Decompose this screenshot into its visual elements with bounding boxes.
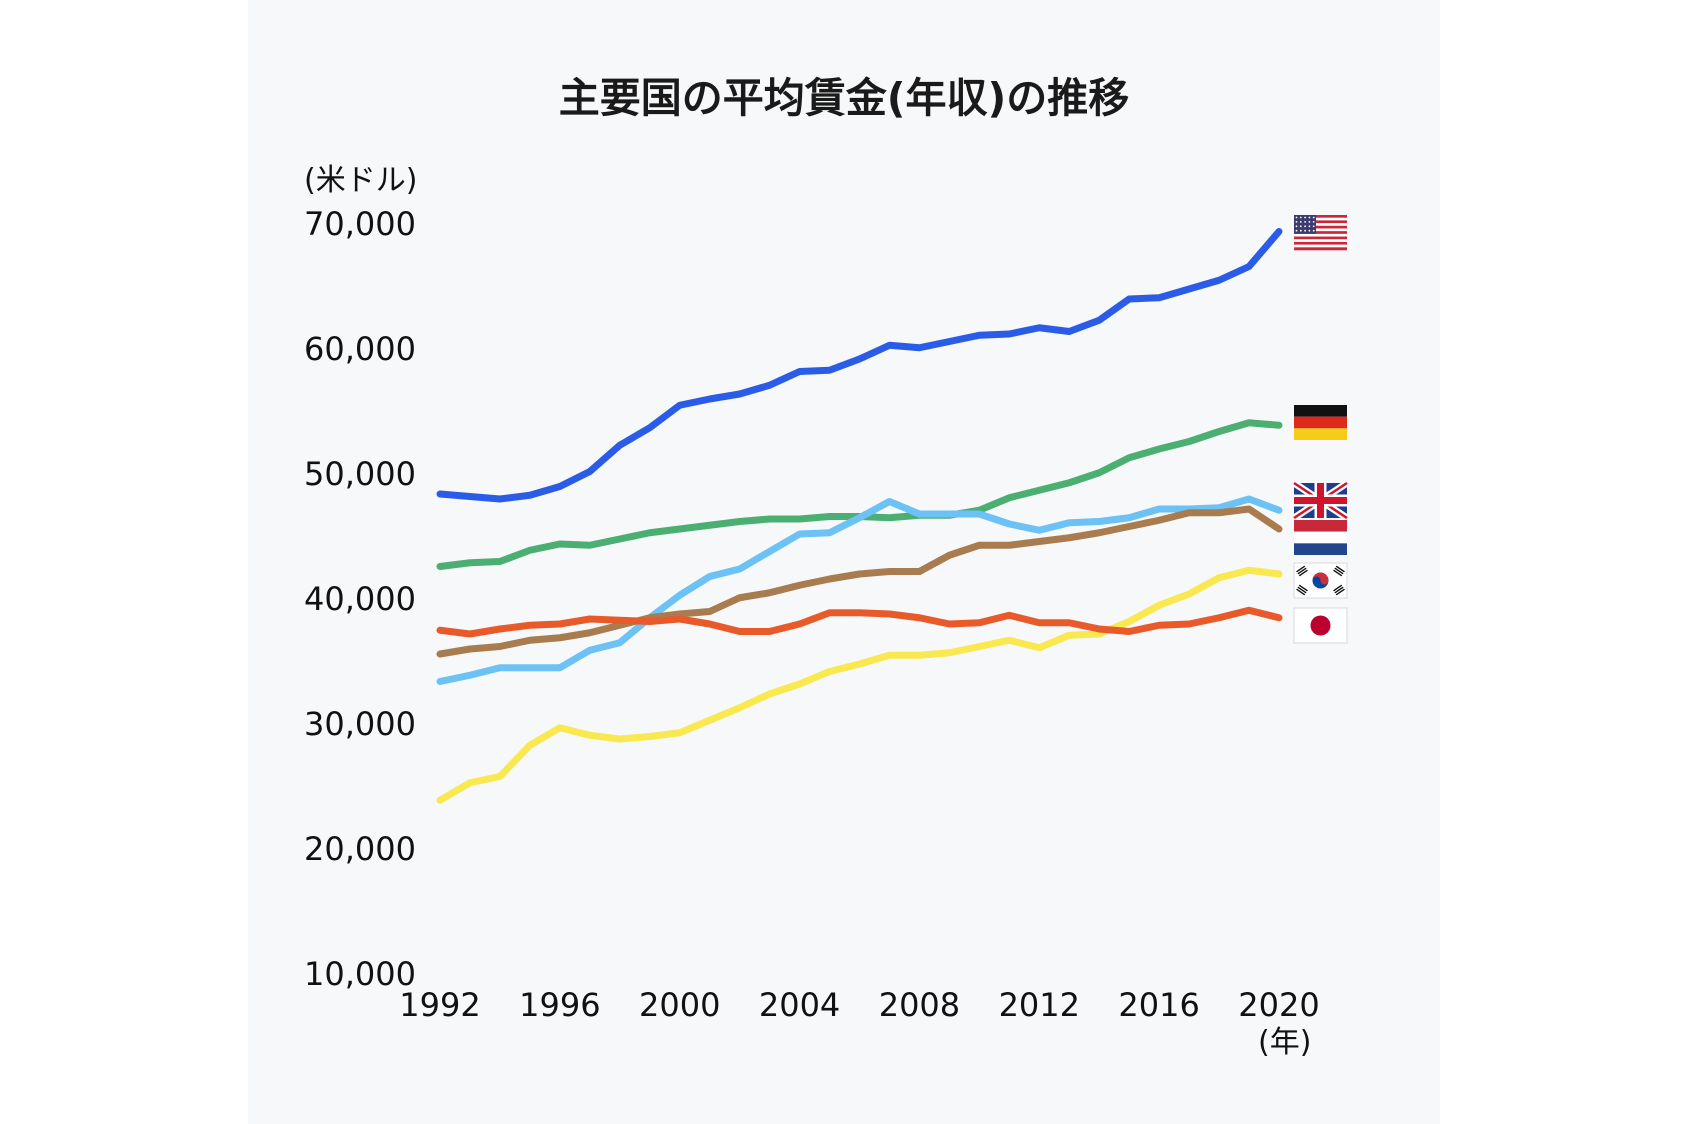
series-line-japan: [436, 606, 1283, 638]
y-tick-label: 20,000: [304, 830, 416, 868]
x-tick-label: 2004: [759, 986, 840, 1024]
x-tick-label: 2020: [1238, 986, 1319, 1024]
x-tick-label: 2008: [879, 986, 960, 1024]
korea-flag-icon: [1293, 562, 1348, 599]
x-tick-label: 1996: [519, 986, 600, 1024]
y-tick-label: 10,000: [304, 955, 416, 993]
series-lines: [436, 228, 1283, 804]
y-tick-label: 70,000: [304, 205, 416, 243]
x-tick-label: 1992: [399, 986, 480, 1024]
germany-flag-icon: [1294, 405, 1347, 440]
y-axis-ticks: 10,000 20,000 30,000 40,000 50,000 60,000 70,0…: [304, 205, 416, 993]
netherlands-flag-icon: [1294, 520, 1347, 555]
series-line-korea: [436, 566, 1283, 804]
japan-flag-icon: [1293, 607, 1348, 644]
y-axis-unit-label: (米ドル): [304, 163, 417, 198]
y-tick-label: 40,000: [304, 580, 416, 618]
chart-svg: 主要国の平均賃金(年収)の推移 (米ドル) (年) 10,000 20,000 30…: [304, 74, 1349, 1060]
x-axis-ticks: 1992 1996 2000 2004 2008 2012 2016 2020: [399, 986, 1319, 1024]
chart-title: 主要国の平均賃金(年収)の推移: [559, 74, 1129, 122]
y-tick-label: 30,000: [304, 705, 416, 743]
series-line-usa: [436, 228, 1283, 503]
series-line-germany: [436, 419, 1283, 570]
x-tick-label: 2012: [999, 986, 1080, 1024]
series-line-netherlands: [436, 505, 1283, 658]
usa-flag-icon: [1294, 215, 1347, 251]
x-tick-label: 2016: [1118, 986, 1199, 1024]
chart-panel: 主要国の平均賃金(年収)の推移 (米ドル) (年) 10,000 20,000 30…: [248, 0, 1440, 1124]
x-axis-unit-label: (年): [1258, 1025, 1311, 1060]
y-tick-label: 60,000: [304, 330, 416, 368]
legend-flags: [1292, 215, 1349, 644]
x-tick-label: 2000: [639, 986, 720, 1024]
series-line-uk: [436, 495, 1283, 685]
y-tick-label: 50,000: [304, 455, 416, 493]
uk-flag-icon: [1292, 480, 1349, 521]
